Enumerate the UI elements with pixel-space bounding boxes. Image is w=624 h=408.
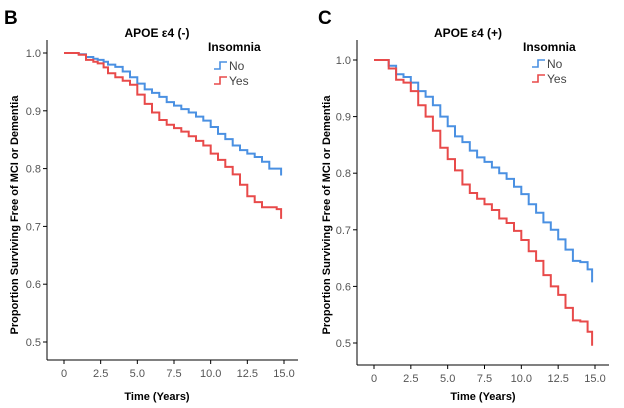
x-tick-label: 2.5 [93,368,108,380]
series-line-no [64,52,283,176]
x-tick-label: 7.5 [166,368,181,380]
y-tick-label: 0.8 [26,164,41,176]
legend-title: Insomnia [523,40,576,54]
x-tick-label: 15.0 [584,373,605,385]
series-line-yes [374,59,594,346]
y-tick-label: 1.0 [336,55,351,67]
x-axis-label: Time (Years) [450,391,516,403]
x-tick-label: 10.0 [200,368,221,380]
chart-panel-c: C APOE ε4 (+) Insomnia Time (Years) Prop… [318,8,609,403]
legend-swatch-no [532,59,545,68]
panel-letter: C [318,8,332,29]
y-tick-label: 0.9 [336,112,351,124]
x-tick-label: 12.5 [547,373,568,385]
chart-panel-b: B APOE ε4 (-) Insomnia Time (Years) Prop… [4,8,298,403]
y-tick-label: 0.6 [336,281,351,293]
x-tick-label: 5.0 [440,373,455,385]
panel-letter: B [4,8,18,29]
y-axis-label: Proportion Surviving Free of MCI or Deme… [321,95,333,335]
y-tick-label: 0.8 [336,168,351,180]
legend-title: Insomnia [208,40,261,54]
y-tick-label: 0.5 [26,337,41,349]
x-tick-label: 15.0 [273,368,294,380]
chart-title: APOE ε4 (-) [124,26,189,40]
y-tick-label: 0.7 [336,225,351,237]
legend-swatch-no [214,61,227,70]
y-axis-label: Proportion Surviving Free of MCI or Deme… [9,95,21,335]
series-line-yes [64,52,283,219]
chart-title: APOE ε4 (+) [434,26,502,40]
y-tick-label: 0.6 [26,279,41,291]
series-line-no [374,59,594,283]
x-tick-label: 12.5 [237,368,258,380]
legend-swatch-yes [532,74,545,83]
x-axis-label: Time (Years) [124,391,190,403]
x-tick-label: 7.5 [477,373,492,385]
x-tick-label: 0 [371,373,377,385]
y-tick-label: 1.0 [26,48,41,60]
legend-label-no: No [547,57,563,71]
plot-area: 0.5 0.6 0.7 0.8 0.9 1.0 0 2.5 5.0 7.5 10.0 12.5 15.0 [336,40,609,385]
legend-label-yes: Yes [547,72,567,86]
y-tick-label: 0.5 [336,338,351,350]
legend-swatch-yes [214,76,227,85]
x-tick-label: 10.0 [511,373,532,385]
x-tick-label: 5.0 [130,368,145,380]
x-tick-label: 0 [61,368,67,380]
y-tick-label: 0.9 [26,106,41,118]
legend-label-yes: Yes [229,74,249,88]
y-tick-label: 0.7 [26,221,41,233]
x-tick-label: 2.5 [403,373,418,385]
plot-area: 0.5 0.6 0.7 0.8 0.9 1.0 0 2.5 5.0 7.5 10.0 12.5 15.0 [26,40,298,380]
legend-label-no: No [229,59,245,73]
